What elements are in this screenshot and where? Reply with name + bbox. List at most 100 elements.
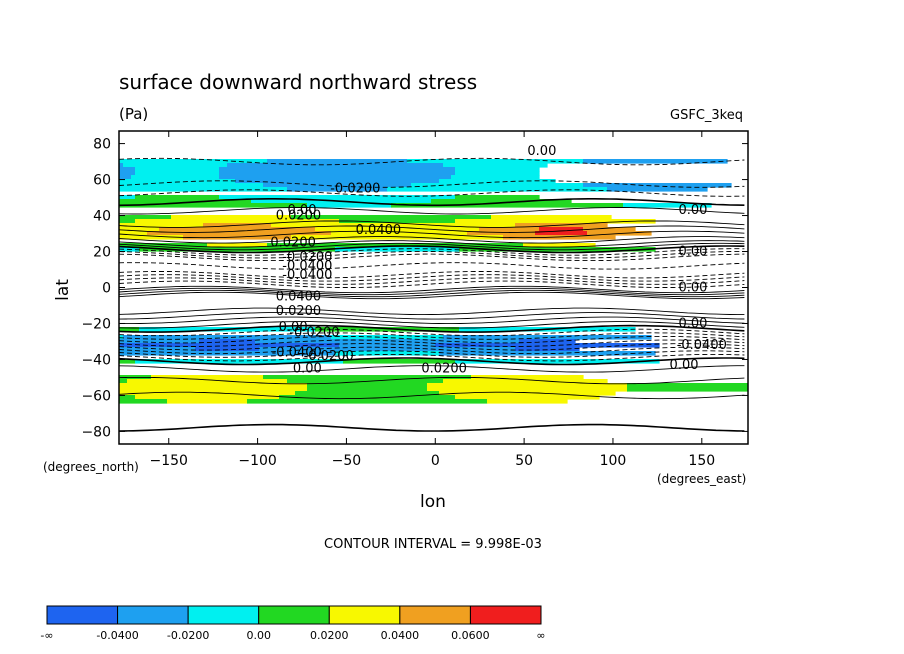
contour-cell [119, 179, 236, 184]
contour-line [119, 220, 745, 228]
contour-cell [627, 387, 748, 392]
y-tick-label: 60 [93, 173, 111, 189]
x-tick-label: 0 [431, 453, 440, 469]
colorbar-label: -0.0400 [96, 629, 138, 642]
contour-cell [219, 167, 456, 172]
contour-line [119, 198, 745, 207]
units-label: (Pa) [119, 105, 148, 123]
contour-cell [119, 339, 200, 344]
contour-cell [131, 175, 220, 180]
contour-cell [427, 387, 628, 392]
contour-cell [263, 183, 412, 188]
contour-cell [267, 159, 408, 164]
contour-cell [235, 179, 440, 184]
y-axis-label: lat [53, 279, 73, 301]
contour-line [119, 242, 745, 251]
contour-cell [307, 203, 392, 208]
contour-cell [291, 235, 504, 240]
contour-cell [119, 199, 252, 204]
contour-cell [119, 171, 136, 176]
contour-cell [119, 343, 340, 348]
contour-line [119, 189, 745, 197]
contour-cell [627, 383, 748, 388]
contour-cell [259, 347, 516, 352]
contour-cell [219, 195, 456, 200]
contour-line [119, 353, 745, 362]
contour-cell [343, 359, 456, 364]
contour-label: 0.0200 [276, 304, 322, 319]
contour-line [119, 343, 745, 351]
contour-label: 0.0400 [276, 289, 322, 304]
contour-cell [119, 223, 204, 228]
x-axis-label: lon [420, 492, 446, 512]
contour-cell [119, 163, 124, 168]
contour-cell [315, 227, 480, 232]
contour-cell [411, 183, 584, 188]
contour-cell [267, 243, 524, 248]
contour-label: 0.00 [670, 358, 699, 373]
contour-cell [135, 195, 220, 200]
x-tick-label: 50 [515, 453, 533, 469]
contour-cell [439, 391, 616, 396]
contour-line [119, 245, 745, 254]
contour-line [119, 157, 745, 166]
contour-cell [455, 167, 540, 172]
x-tick-label: −100 [238, 453, 276, 469]
contour-line [119, 180, 745, 188]
contour-cell [119, 379, 128, 384]
x-axis-units: (degrees_east) [657, 472, 746, 486]
contour-cell [459, 247, 656, 252]
contour-line [119, 262, 745, 270]
contour-line [119, 321, 745, 329]
contour-cell [455, 359, 660, 364]
contour-label: 0.0200 [270, 236, 316, 251]
y-axis-units: (degrees_north) [43, 460, 139, 474]
contour-label: -0.0200 [282, 250, 332, 265]
contour-line [119, 250, 745, 259]
contour-cell [623, 203, 712, 208]
contour-cell [391, 203, 624, 208]
contour-cell [607, 187, 708, 192]
contour-cell [119, 383, 308, 388]
contour-label: -0.0400 [282, 268, 332, 283]
y-tick-label: −80 [81, 424, 111, 440]
colorbar-swatch [46, 605, 119, 625]
contour-cell [523, 243, 596, 248]
contour-cell [583, 183, 732, 188]
contour-cell [583, 227, 636, 232]
contour-line [119, 225, 745, 233]
contour-cell [119, 195, 136, 200]
colorbar-swatch [399, 605, 471, 625]
contour-cell [119, 347, 196, 352]
contour-line [119, 324, 745, 333]
contour-line [119, 332, 745, 340]
contour-line [119, 339, 745, 347]
contour-cell [443, 163, 548, 168]
contour-cell [271, 223, 516, 228]
contour-cell [119, 227, 160, 232]
contour-cell [135, 219, 340, 224]
y-tick-label: −40 [81, 352, 111, 368]
contour-label: -0.0200 [304, 349, 354, 364]
contour-cell [151, 375, 264, 380]
contour-label: 0.00 [678, 245, 707, 260]
contour-cell [135, 167, 220, 172]
contour-line [119, 287, 745, 296]
chart-title: surface downward northward stress [119, 70, 477, 94]
colorbar-swatch [117, 605, 189, 625]
contour-cell [227, 163, 444, 168]
y-tick-label: 20 [93, 245, 111, 261]
contour-cell [119, 235, 184, 240]
colorbar-swatch [328, 605, 401, 625]
contour-cell [119, 219, 136, 224]
contour-cell [295, 391, 440, 396]
contour-cell [339, 219, 456, 224]
contour-label: 0.0400 [356, 223, 402, 238]
contour-cell [287, 187, 388, 192]
contour-label: -0.0400 [282, 259, 332, 274]
contour-label: 0.00 [288, 203, 317, 218]
contour-cell [119, 359, 136, 364]
contour-interval-note: CONTOUR INTERVAL = 9.998E-03 [324, 537, 542, 552]
contour-line [119, 240, 745, 248]
contour-cell [455, 195, 540, 200]
